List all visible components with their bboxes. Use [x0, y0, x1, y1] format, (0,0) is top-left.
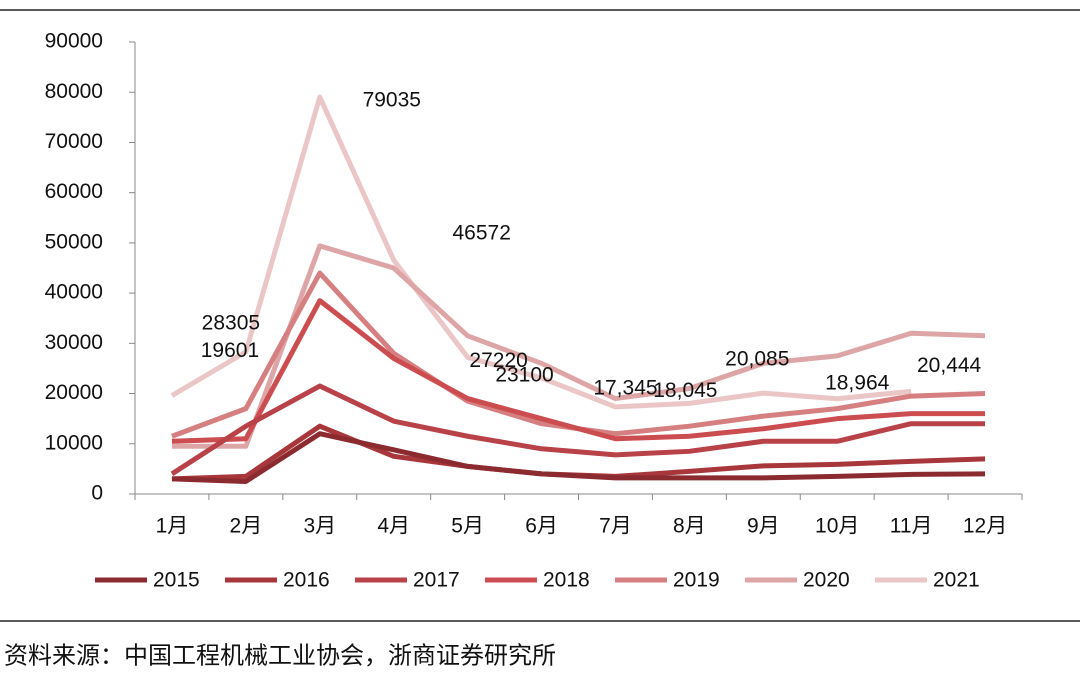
x-tick-label: 1月	[156, 515, 189, 538]
x-tick-label: 12月	[963, 515, 1007, 538]
y-tick-label: 90000	[45, 30, 103, 53]
data-label: 18,045	[653, 379, 717, 402]
source-note: 资料来源：中国工程机械工业协会，浙商证券研究所	[4, 642, 556, 670]
series-line	[170, 94, 912, 410]
x-tick-label: 5月	[451, 515, 484, 538]
x-tick-label: 8月	[673, 515, 706, 538]
series-line	[171, 270, 986, 439]
y-tick-label: 30000	[45, 331, 103, 354]
x-tick-label: 10月	[815, 515, 859, 538]
data-label: 46572	[453, 222, 511, 245]
series-line	[171, 243, 986, 449]
x-tick-label: 11月	[890, 515, 933, 538]
series-line	[171, 298, 986, 444]
data-label: 18,964	[825, 371, 890, 394]
x-tick-label: 6月	[525, 515, 558, 538]
y-tick-label: 50000	[45, 230, 103, 253]
legend-label: 2020	[803, 569, 850, 592]
data-label: 19601	[201, 339, 259, 362]
x-tick-label: 2月	[230, 515, 263, 538]
y-tick-label: 10000	[45, 431, 103, 454]
y-tick-label: 20000	[45, 381, 103, 404]
y-tick-label: 40000	[45, 281, 103, 304]
y-tick-label: 60000	[45, 180, 103, 203]
x-tick-label: 9月	[747, 515, 780, 538]
data-label: 28305	[202, 311, 260, 334]
y-tick-label: 70000	[45, 130, 103, 153]
legend-label: 2017	[413, 569, 460, 592]
legend-label: 2015	[153, 569, 200, 592]
data-label: 17,345	[593, 376, 657, 399]
legend-label: 2021	[933, 569, 980, 592]
legend-label: 2019	[673, 569, 720, 592]
legend-label: 2016	[283, 569, 330, 592]
x-tick-label: 7月	[599, 515, 632, 538]
x-tick-label: 4月	[377, 515, 410, 538]
series-line	[171, 431, 986, 484]
data-label: 79035	[363, 89, 421, 112]
data-label: 23100	[495, 364, 553, 387]
data-label: 27220	[469, 349, 527, 372]
x-tick-label: 3月	[303, 515, 336, 538]
data-label: 20,444	[917, 354, 982, 377]
legend-label: 2018	[543, 569, 590, 592]
y-tick-label: 0	[91, 482, 103, 505]
data-label: 20,085	[725, 348, 789, 371]
series-line	[170, 383, 986, 477]
y-tick-label: 80000	[45, 80, 103, 103]
